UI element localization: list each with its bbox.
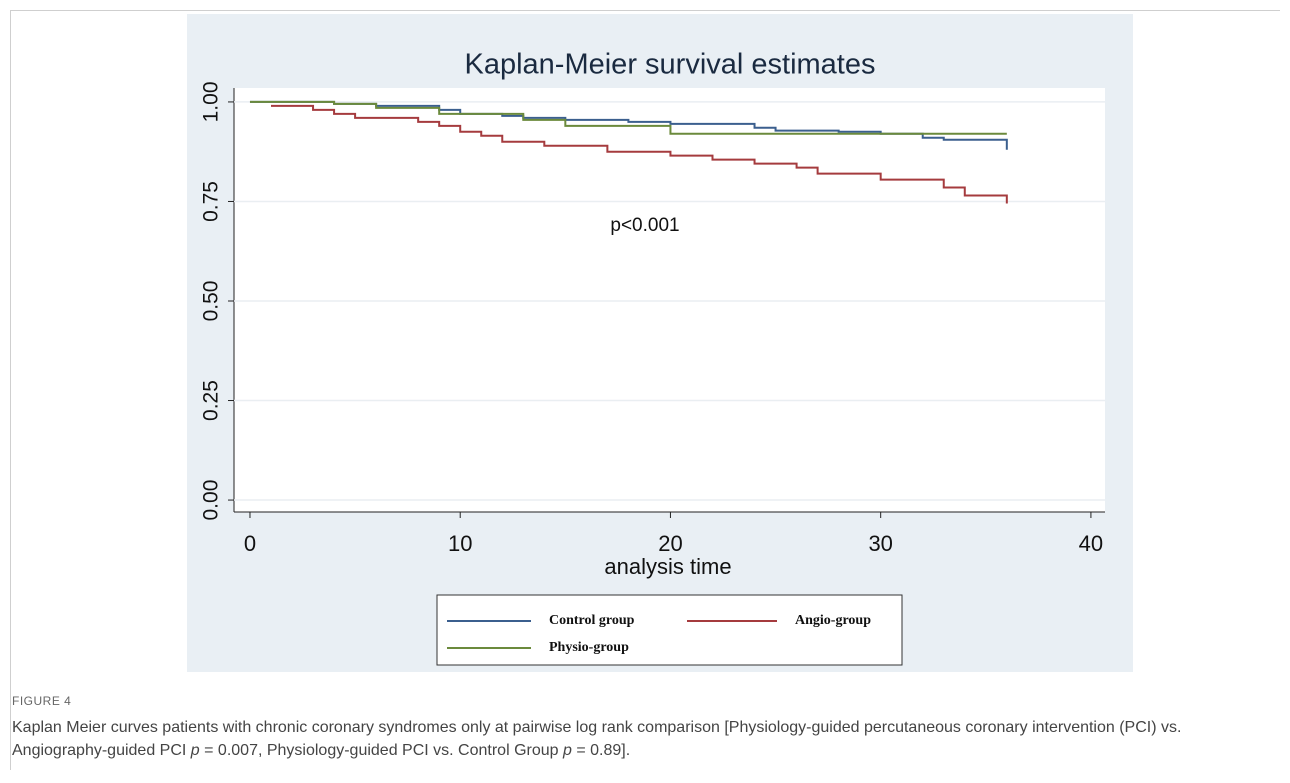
caption-text: p [190,742,200,759]
x-tick-label: 0 [244,531,256,556]
legend [436,594,903,666]
y-tick-label: 0.50 [200,281,223,322]
survival-curve [271,104,1008,204]
x-tick-label: 40 [1079,531,1103,556]
frame-border [10,10,11,770]
legend-label: Angio-group [795,613,871,628]
figure-label: FIGURE 4 [12,694,72,708]
chart: Kaplan-Meier survival estimates analysis… [187,14,1133,672]
caption-text: p [563,742,572,759]
y-tick-label: 0.00 [200,480,223,521]
x-tick-label: 20 [658,531,682,556]
caption-text: Kaplan Meier curves patients with chroni… [12,719,1182,759]
x-axis-label: analysis time [604,554,731,579]
plot-area [234,88,1105,512]
legend-label: Physio-group [549,640,629,655]
survival-curve [249,100,1007,135]
x-tick-label: 30 [868,531,892,556]
caption-text: = 0.007, Physiology-guided PCI vs. Contr… [199,742,563,759]
annotation: p<0.001 [610,215,679,236]
y-tick-label: 0.75 [200,181,223,222]
x-tick-label: 10 [448,531,472,556]
chart-title: Kaplan-Meier survival estimates [465,49,876,81]
legend-label: Control group [549,613,635,628]
frame-border [10,10,1280,11]
y-tick-label: 0.25 [200,380,223,421]
caption: Kaplan Meier curves patients with chroni… [12,716,1212,762]
caption-text: = 0.89]. [571,742,631,759]
y-tick-label: 1.00 [200,81,223,122]
